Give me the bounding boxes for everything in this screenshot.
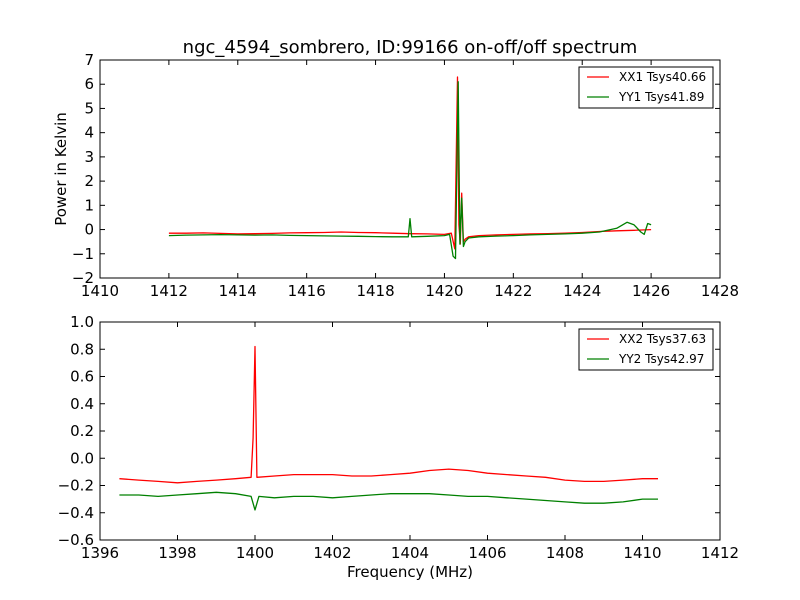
series-line-xx-panel-2: [119, 345, 658, 484]
legend-label: YY1 Tsys41.89: [618, 90, 704, 104]
y-tick-label: 7: [84, 51, 94, 69]
x-tick-label: 1424: [563, 282, 601, 300]
x-tick-label: 1412: [701, 544, 739, 562]
y-tick-label: 6: [84, 75, 94, 93]
y-tick-label: 0.4: [70, 395, 94, 413]
y-tick-label: 0.0: [70, 449, 94, 467]
legend-label: XX2 Tsys37.63: [619, 332, 706, 346]
x-tick-label: 1414: [219, 282, 257, 300]
y-tick-label: −1: [72, 245, 94, 263]
legend-box: [578, 328, 714, 371]
x-axis-label: Frequency (MHz): [347, 563, 473, 581]
y-tick-label: 4: [84, 124, 94, 142]
x-tick-label: 1410: [81, 282, 119, 300]
legend-label: XX1 Tsys40.66: [619, 70, 706, 84]
y-tick-label: −2: [72, 269, 94, 287]
x-tick-label: 1412: [150, 282, 188, 300]
y-tick-label: −0.6: [58, 531, 94, 549]
x-tick-label: 1408: [546, 544, 584, 562]
y-tick-label: 1: [84, 196, 94, 214]
y-tick-label: 5: [84, 99, 94, 117]
y-tick-label: −0.4: [58, 504, 94, 522]
y-tick-label: 1.0: [70, 313, 94, 331]
series-line-yy-panel-2: [119, 491, 658, 511]
y-tick-label: 0.6: [70, 368, 94, 386]
x-tick-label: 1422: [494, 282, 532, 300]
y-tick-label: 3: [84, 148, 94, 166]
plot-frame: [99, 59, 721, 279]
y-axis-label: Power in Kelvin: [52, 112, 70, 226]
x-tick-label: 1410: [623, 544, 661, 562]
legend-label: YY2 Tsys42.97: [618, 352, 704, 366]
x-tick-label: 1428: [701, 282, 739, 300]
x-tick-label: 1404: [391, 544, 429, 562]
x-tick-label: 1396: [81, 544, 119, 562]
y-tick-label: 2: [84, 172, 94, 190]
y-tick-label: 0: [84, 221, 94, 239]
x-tick-label: 1398: [158, 544, 196, 562]
chart-title: ngc_4594_sombrero, ID:99166 on-off/off s…: [183, 37, 638, 58]
bottom-plot-panel: 1396 1398 1400 1402 1404 1406 1408 1410 1412 −0.6…: [58, 313, 740, 562]
x-tick-label: 1400: [236, 544, 274, 562]
legend-box: [578, 66, 714, 109]
x-tick-label: 1420: [425, 282, 463, 300]
x-tick-label: 1406: [468, 544, 506, 562]
series-line-xx-panel-1: [168, 76, 652, 250]
series-line-yy-panel-1: [168, 81, 652, 260]
x-tick-label: 1416: [288, 282, 326, 300]
x-tick-label: 1426: [632, 282, 670, 300]
x-tick-label: 1418: [356, 282, 394, 300]
y-tick-label: 0.2: [70, 422, 94, 440]
y-tick-label: 0.8: [70, 340, 94, 358]
top-plot-panel: 1410 1412 1414 1416 1418 1420 1422 1424 1426 1428…: [72, 51, 739, 300]
x-tick-label: 1402: [313, 544, 351, 562]
y-tick-label: −0.2: [58, 477, 94, 495]
